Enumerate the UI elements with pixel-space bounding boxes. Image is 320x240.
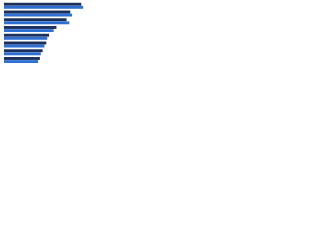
bar — [4, 18, 67, 22]
bar — [4, 5, 84, 9]
bar — [4, 52, 41, 56]
bar — [4, 44, 45, 48]
bar — [4, 36, 48, 40]
bar — [4, 26, 57, 29]
bar — [4, 60, 39, 64]
chart — [4, 2, 84, 64]
page: (() => { const data = JSON.parse(documen… — [0, 0, 320, 71]
bar — [4, 13, 73, 17]
bar — [4, 29, 54, 33]
bar — [4, 21, 70, 25]
bar — [4, 33, 50, 37]
bar — [4, 57, 40, 60]
bar — [4, 49, 43, 53]
bar — [4, 41, 47, 45]
bar — [4, 10, 71, 14]
bar — [4, 2, 82, 6]
